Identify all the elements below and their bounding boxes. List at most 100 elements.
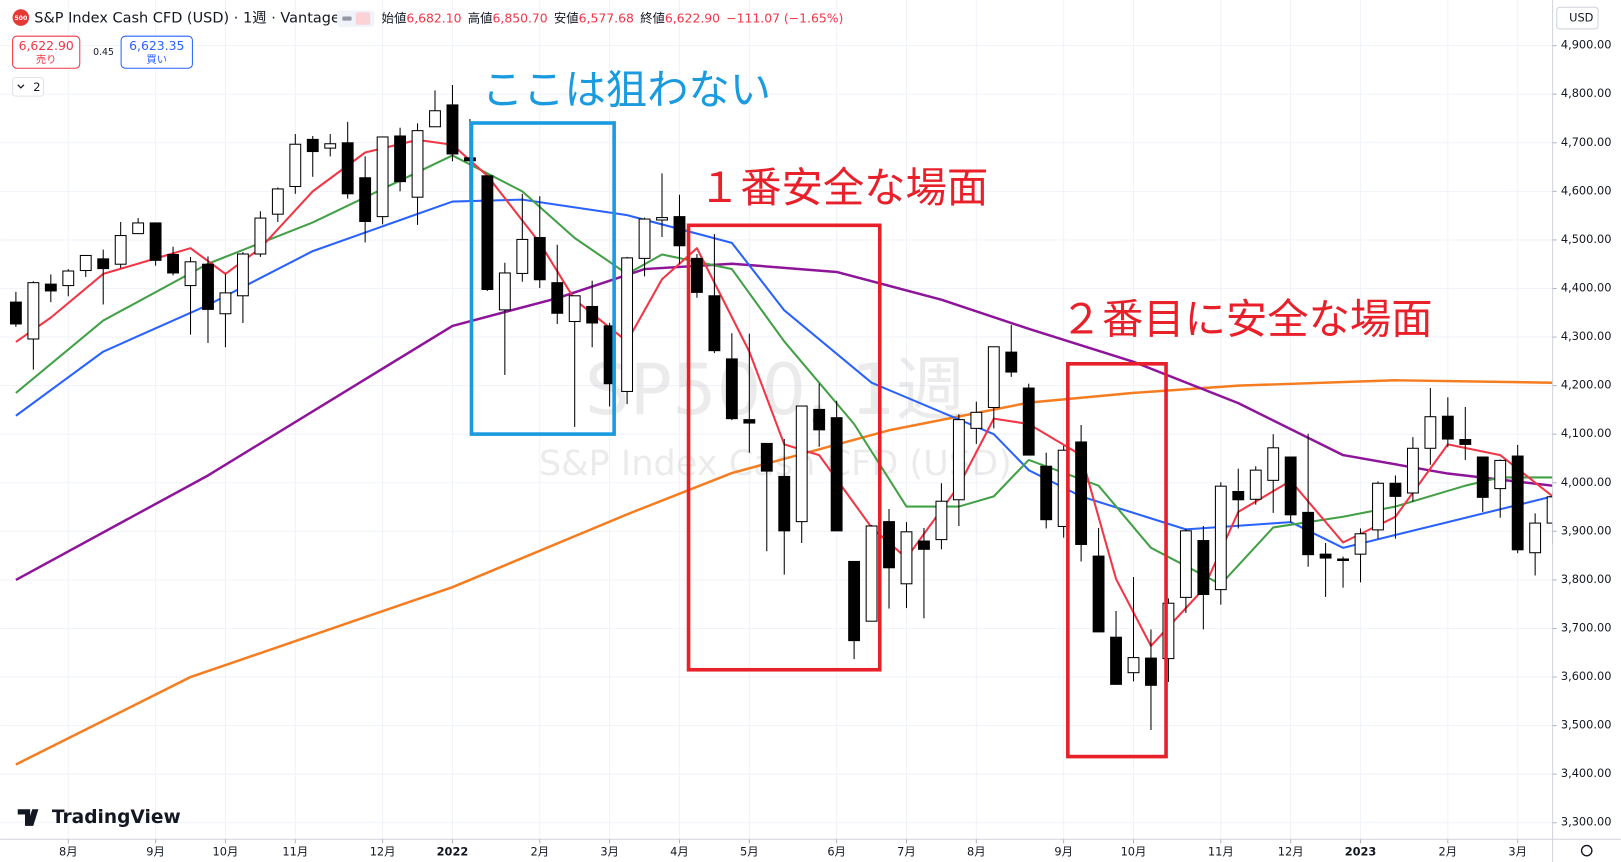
candle-body xyxy=(44,283,57,292)
x-tick-label: 2月 xyxy=(1439,845,1458,859)
x-tick-label: 9月 xyxy=(146,845,165,859)
buy-price: 6,623.35 xyxy=(129,38,184,53)
candle-body xyxy=(62,270,75,287)
ohlc-values: 始値6,682.10 高値6,850.70 安値6,577.68 終値6,622.90… xyxy=(382,10,844,25)
candle-body xyxy=(254,217,267,255)
status-icon xyxy=(355,12,371,25)
candle-body xyxy=(219,292,232,315)
candle-body xyxy=(1459,439,1472,445)
candle-body xyxy=(830,417,843,532)
candle-body xyxy=(27,282,40,340)
candle-body xyxy=(760,442,773,472)
candle-body xyxy=(1424,416,1437,449)
annotation: １番安全な場面 xyxy=(699,164,988,212)
candle-body xyxy=(1197,540,1210,595)
candle-body xyxy=(1319,553,1332,559)
sell-price: 6,622.90 xyxy=(19,38,74,53)
x-tick-label: 2023 xyxy=(1345,845,1377,859)
candle-body xyxy=(1302,511,1315,556)
axes: 3,300.00 3,400.00 3,500.00 3,600.00 3,700.00… xyxy=(59,38,1611,859)
candle-body xyxy=(918,540,930,550)
candle-body xyxy=(900,531,913,585)
ohlc-label: 始値 xyxy=(382,10,407,25)
annotation-box xyxy=(686,223,882,672)
candle-body xyxy=(1529,522,1542,554)
candle-body xyxy=(184,261,197,287)
candle-body xyxy=(952,419,965,501)
candle-body xyxy=(1337,558,1349,561)
symbol-badge xyxy=(12,9,30,26)
ohlc-value: 6,850.70 xyxy=(493,10,548,25)
badge-text: 500 xyxy=(14,15,28,22)
candle-body xyxy=(795,405,808,523)
candle-body xyxy=(1284,456,1297,516)
indicators-toggle[interactable] xyxy=(12,77,45,97)
candle-body xyxy=(9,301,22,325)
x-tick-label: 12月 xyxy=(1278,845,1304,859)
candle-body xyxy=(359,177,372,222)
annotation: ２番目に安全な場面 xyxy=(1061,295,1433,343)
status-icon xyxy=(342,16,352,21)
annotation: ここは狙わない xyxy=(482,66,771,114)
candle-body xyxy=(1145,657,1157,686)
y-tick-label: 3,900.00 xyxy=(1561,523,1612,537)
x-tick-label: 8月 xyxy=(59,845,78,859)
candle-body xyxy=(1476,456,1489,498)
candle-body xyxy=(568,295,581,323)
watermark-symbol: SP500, 1週 xyxy=(585,349,966,431)
candle-body xyxy=(516,238,529,274)
y-tick-label: 3,700.00 xyxy=(1561,620,1612,634)
candle-body xyxy=(778,475,791,532)
candle-body xyxy=(271,188,284,215)
buy-label: 買い xyxy=(146,54,167,66)
candle-body xyxy=(935,500,948,541)
buy-button[interactable] xyxy=(120,35,193,69)
spread: 0.45 xyxy=(93,47,114,58)
x-tick-label: 7月 xyxy=(897,845,916,859)
y-tick-label: 3,300.00 xyxy=(1561,815,1612,829)
candle-body xyxy=(1179,530,1192,598)
candle-body xyxy=(1092,555,1105,633)
candle-body xyxy=(1040,465,1053,521)
candle-body xyxy=(1494,459,1507,490)
y-tick-label: 4,500.00 xyxy=(1561,232,1612,246)
candle-body xyxy=(429,110,441,128)
logo-icon xyxy=(17,809,39,826)
x-tick-label: 6月 xyxy=(827,845,846,859)
ohlc-value: 6,577.68 xyxy=(579,10,634,25)
candle-body xyxy=(1406,447,1419,494)
candle-body xyxy=(1005,351,1018,373)
candle-body xyxy=(114,235,127,265)
candle-body xyxy=(236,253,249,297)
candle-body xyxy=(1354,533,1367,555)
candle-body xyxy=(691,257,703,293)
candle-body xyxy=(289,143,302,188)
candle-body xyxy=(202,263,214,310)
x-tick-label: 3月 xyxy=(1508,845,1527,859)
x-tick-label: 10月 xyxy=(213,845,239,859)
candle-body xyxy=(324,143,337,149)
y-tick-label: 4,000.00 xyxy=(1561,475,1612,489)
settings-icon[interactable] xyxy=(1580,844,1593,857)
x-tick-label: 11月 xyxy=(1208,845,1234,859)
y-tick-label: 4,200.00 xyxy=(1561,378,1612,392)
x-tick-label: 11月 xyxy=(282,845,308,859)
y-tick-label: 4,400.00 xyxy=(1561,280,1612,294)
logo: TradingView xyxy=(52,807,181,828)
candle-body xyxy=(394,135,407,183)
candle-body xyxy=(79,254,92,272)
y-tick-label: 3,500.00 xyxy=(1561,718,1612,732)
sell-button[interactable] xyxy=(12,35,81,69)
indicators-count: 2 xyxy=(33,80,40,94)
candle-body xyxy=(1214,485,1227,591)
candle-body xyxy=(1511,455,1524,551)
candle-body xyxy=(1267,447,1280,481)
symbol-title: S&P Index Cash CFD (USD) · 1週 · Vantage xyxy=(34,10,340,27)
x-tick-label: 5月 xyxy=(740,845,759,859)
y-tick-label: 3,600.00 xyxy=(1561,669,1612,683)
candle-body xyxy=(551,282,564,314)
x-tick-label: 8月 xyxy=(967,845,986,859)
watermark-description: S&P Index Cash CFD (USD) xyxy=(539,443,1012,484)
candle-body xyxy=(306,138,319,153)
currency-button[interactable] xyxy=(1556,6,1599,30)
